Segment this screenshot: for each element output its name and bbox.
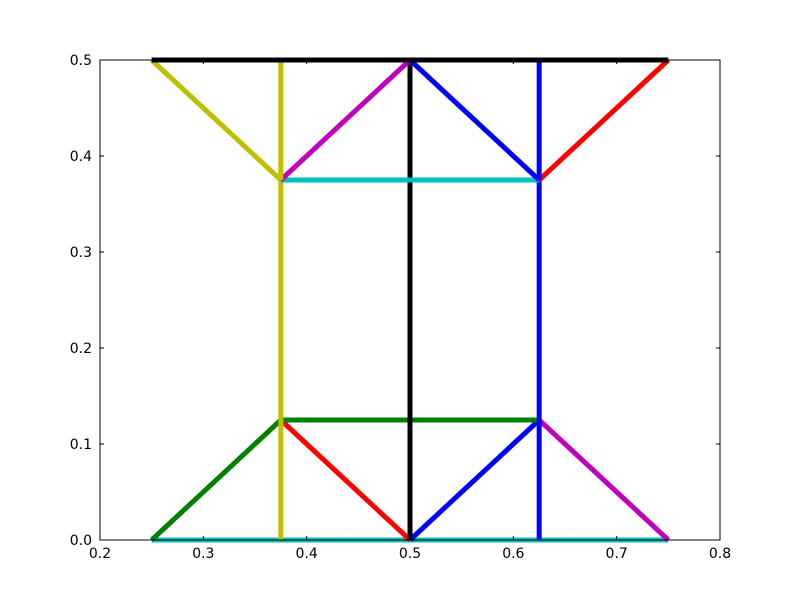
y-tick-label: 0.4: [70, 149, 92, 165]
ticks-layer: [99, 59, 721, 541]
series-line-13: [408, 58, 541, 182]
series-line-12: [279, 58, 412, 182]
series-line-3: [279, 418, 412, 542]
series-line-5: [537, 418, 671, 542]
x-tick-label: 0.7: [606, 546, 628, 562]
x-tick-label: 0.6: [502, 546, 524, 562]
series-line-11: [149, 58, 283, 182]
series-layer: [149, 57, 671, 543]
x-tick-label: 0.3: [192, 546, 214, 562]
y-tick-label: 0.2: [70, 341, 92, 357]
tick-labels-layer: 0.2 0.3 0.4 0.5 0.6 0.7 0.8 0.0 0.1 0.2 0.3 0.4 0.5: [70, 53, 731, 562]
x-tick-label: 0.4: [296, 546, 318, 562]
x-tick-label: 0.5: [399, 546, 421, 562]
x-tick-label: 0.8: [709, 546, 731, 562]
y-tick-label: 0.1: [70, 437, 92, 453]
y-tick-label: 0.5: [70, 53, 92, 69]
series-line-2: [149, 418, 283, 542]
y-tick-label: 0.3: [70, 245, 92, 261]
x-tick-label: 0.2: [89, 546, 111, 562]
series-line-14: [537, 58, 671, 182]
series-line-4: [408, 418, 541, 542]
y-tick-label: 0.0: [70, 533, 92, 549]
